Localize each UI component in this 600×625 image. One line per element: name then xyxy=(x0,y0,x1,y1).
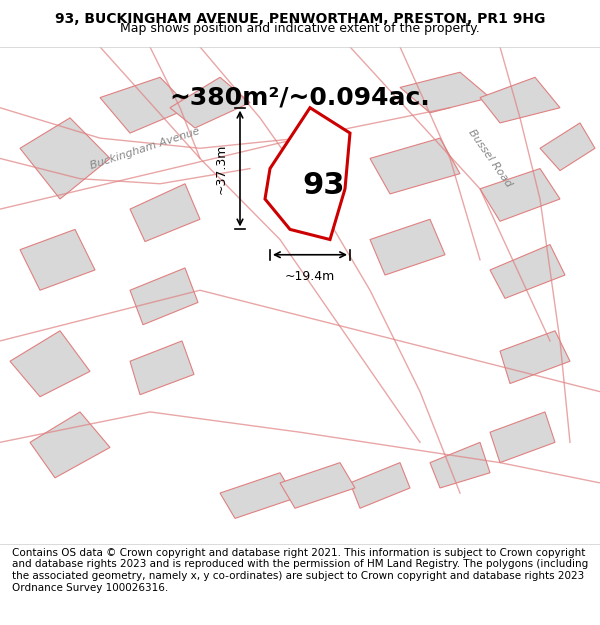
Polygon shape xyxy=(370,138,460,194)
Text: Bussel Road: Bussel Road xyxy=(466,127,514,189)
Text: Contains OS data © Crown copyright and database right 2021. This information is : Contains OS data © Crown copyright and d… xyxy=(12,548,588,592)
Text: 93, BUCKINGHAM AVENUE, PENWORTHAM, PRESTON, PR1 9HG: 93, BUCKINGHAM AVENUE, PENWORTHAM, PREST… xyxy=(55,12,545,26)
Polygon shape xyxy=(265,107,350,239)
Polygon shape xyxy=(10,331,90,397)
Polygon shape xyxy=(490,244,565,298)
Text: ~19.4m: ~19.4m xyxy=(285,270,335,283)
Polygon shape xyxy=(480,169,560,221)
Polygon shape xyxy=(220,472,295,518)
Polygon shape xyxy=(170,78,250,128)
Polygon shape xyxy=(540,123,595,171)
Polygon shape xyxy=(130,268,198,325)
Text: ~380m²/~0.094ac.: ~380m²/~0.094ac. xyxy=(170,86,430,109)
Polygon shape xyxy=(100,78,190,133)
Text: 93: 93 xyxy=(302,171,345,201)
Polygon shape xyxy=(20,118,110,199)
Text: Map shows position and indicative extent of the property.: Map shows position and indicative extent… xyxy=(120,22,480,35)
Polygon shape xyxy=(130,341,194,395)
Polygon shape xyxy=(490,412,555,462)
Polygon shape xyxy=(500,331,570,384)
Polygon shape xyxy=(30,412,110,478)
Polygon shape xyxy=(430,442,490,488)
Polygon shape xyxy=(280,462,355,508)
Polygon shape xyxy=(130,184,200,242)
Polygon shape xyxy=(400,72,490,112)
Polygon shape xyxy=(350,462,410,508)
Polygon shape xyxy=(20,229,95,290)
Text: Buckingham Avenue: Buckingham Avenue xyxy=(89,126,201,171)
Polygon shape xyxy=(480,78,560,123)
Polygon shape xyxy=(370,219,445,275)
Text: ~37.3m: ~37.3m xyxy=(215,143,228,194)
